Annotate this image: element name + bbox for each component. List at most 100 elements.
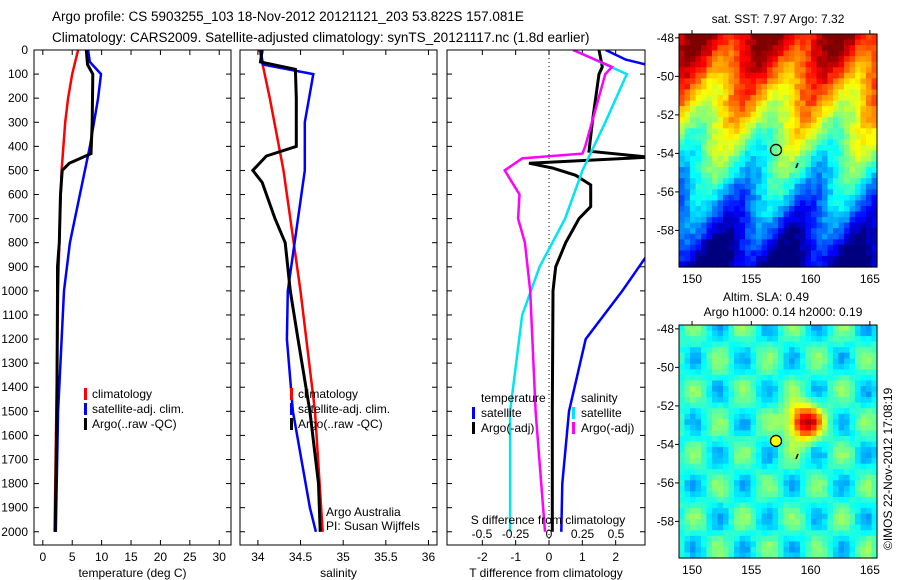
map-cell: [756, 363, 763, 370]
map-cell: [750, 502, 757, 509]
map-cell: [794, 552, 801, 559]
map-cell: [866, 469, 873, 476]
map-cell: [816, 402, 823, 409]
map-cell: [767, 535, 774, 542]
map-cell: [822, 402, 829, 409]
x-axis-label: temperature (deg C): [78, 566, 186, 580]
map-cell: [805, 89, 812, 96]
map-cell: [728, 413, 735, 420]
map-cell: [783, 347, 790, 354]
map-cell: [695, 497, 702, 504]
map-cell: [778, 150, 785, 157]
map-cell: [745, 358, 752, 365]
map-cell: [761, 228, 768, 235]
map-cell: [811, 474, 818, 481]
map-cell: [679, 72, 686, 79]
map-cell: [756, 150, 763, 157]
map-cell: [723, 341, 730, 348]
map-cell: [827, 72, 834, 79]
map-cell: [794, 530, 801, 537]
map-cell: [739, 111, 746, 118]
map-cell: [761, 358, 768, 365]
map-cell: [838, 239, 845, 246]
map-cell: [761, 106, 768, 113]
map-cell: [827, 128, 834, 135]
map-cell: [778, 83, 785, 90]
map-cell: [778, 111, 785, 118]
map-cell: [756, 380, 763, 387]
map-cell: [706, 546, 713, 553]
map-cell: [827, 233, 834, 240]
map-cell: [679, 228, 686, 235]
map-cell: [871, 408, 878, 415]
map-cell: [690, 369, 697, 376]
map-cell: [728, 325, 735, 332]
map-cell: [855, 228, 862, 235]
map-cell: [811, 397, 818, 404]
map-cell: [695, 541, 702, 548]
map-cell: [734, 56, 741, 63]
map-cell: [838, 336, 845, 343]
map-cell: [756, 217, 763, 224]
map-cell: [756, 546, 763, 553]
map-cell: [728, 250, 735, 257]
map-cell: [734, 172, 741, 179]
map-cell: [717, 419, 724, 426]
map-cell: [833, 189, 840, 196]
map-cell: [860, 491, 867, 498]
map-cell: [734, 552, 741, 559]
map-cell: [739, 161, 746, 168]
map-cell: [816, 261, 823, 268]
map-cell: [750, 72, 757, 79]
map-cell: [717, 524, 724, 531]
map-cell: [761, 447, 768, 454]
map-cell: [739, 330, 746, 337]
map-cell: [717, 34, 724, 41]
map-cell: [712, 480, 719, 487]
map-cell: [717, 352, 724, 359]
map-cell: [783, 106, 790, 113]
map-cell: [772, 239, 779, 246]
map-cell: [723, 325, 730, 332]
map-cell: [728, 111, 735, 118]
map-cell: [739, 363, 746, 370]
map-cell: [838, 222, 845, 229]
map-cell: [811, 194, 818, 201]
map-cell: [833, 413, 840, 420]
map-cell: [822, 45, 829, 52]
map-cell: [684, 233, 691, 240]
map-cell: [833, 178, 840, 185]
map-cell: [728, 436, 735, 443]
map-cell: [684, 530, 691, 537]
map-cell: [811, 363, 818, 370]
map-cell: [723, 156, 730, 163]
map-cell: [728, 233, 735, 240]
map-cell: [789, 524, 796, 531]
map-cell: [822, 419, 829, 426]
map-cell: [816, 106, 823, 113]
map-cell: [827, 380, 834, 387]
map-cell: [690, 211, 697, 218]
map-cell: [745, 106, 752, 113]
map-cell: [706, 330, 713, 337]
map-cell: [849, 508, 856, 515]
map-cell: [783, 397, 790, 404]
map-cell: [723, 502, 730, 509]
map-cell: [745, 222, 752, 229]
map-cell: [833, 206, 840, 213]
map-cell: [712, 161, 719, 168]
map-cell: [750, 156, 757, 163]
map-cell: [789, 374, 796, 381]
map-cell: [827, 156, 834, 163]
map-cell: [695, 546, 702, 553]
map-cell: [789, 95, 796, 102]
map-cell: [728, 363, 735, 370]
map-cell: [717, 217, 724, 224]
map-cell: [783, 217, 790, 224]
map-cell: [767, 145, 774, 152]
map-cell: [866, 139, 873, 146]
map-cell: [855, 34, 862, 41]
map-cell: [772, 172, 779, 179]
map-cell: [745, 463, 752, 470]
map-cell: [816, 546, 823, 553]
